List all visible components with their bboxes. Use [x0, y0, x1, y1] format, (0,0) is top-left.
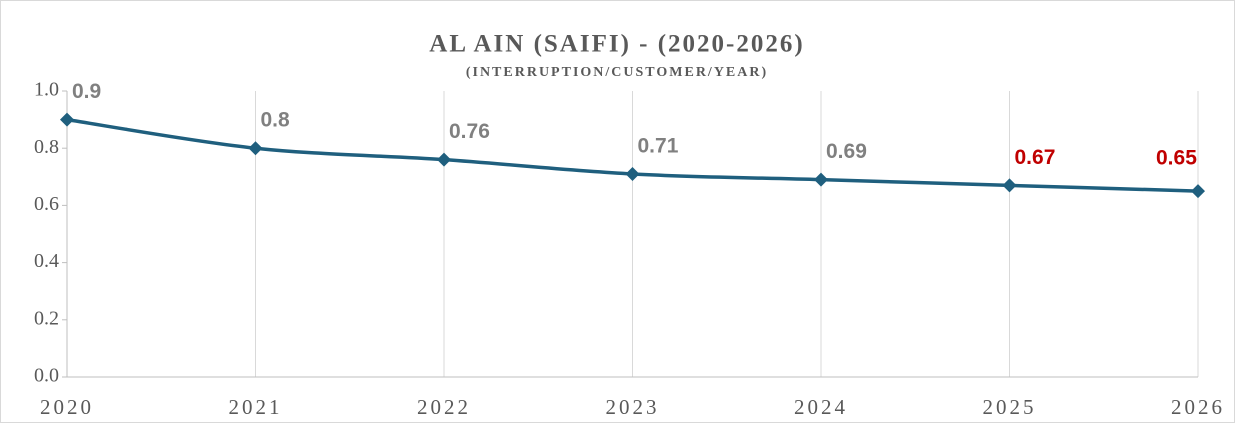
x-tick-label: 2021 [229, 395, 283, 419]
data-label: 0.9 [72, 80, 101, 103]
data-label: 0.67 [1015, 146, 1056, 169]
marker [248, 141, 263, 156]
x-tick-label: 2024 [794, 395, 848, 419]
x-tick-label: 2023 [606, 395, 660, 419]
y-tick-label: 0.8 [34, 136, 59, 158]
marker [814, 172, 828, 187]
chart-subtitle: (INTERRUPTION/CUSTOMER/YEAR) [466, 65, 768, 80]
y-tick-label: 1.0 [34, 79, 59, 101]
marker [60, 112, 74, 127]
x-tick-label: 2025 [983, 395, 1037, 419]
chart-title: AL AIN (SAIFI) - (2020-2026) [429, 31, 804, 58]
data-label: 0.69 [826, 140, 867, 163]
x-tick-label: 2022 [417, 395, 471, 419]
marker [625, 166, 640, 181]
marker [437, 152, 451, 167]
y-tick-label: 0.6 [34, 193, 59, 215]
marker [1002, 178, 1017, 193]
x-tick-label: 2026 [1171, 395, 1225, 419]
data-label: 0.76 [449, 120, 490, 143]
x-tick-label: 2020 [40, 395, 94, 419]
marker [1191, 184, 1205, 199]
data-label: 0.71 [638, 134, 679, 157]
y-tick-label: 0.0 [34, 365, 59, 387]
data-label: 0.65 [1156, 147, 1197, 170]
y-tick-label: 0.4 [34, 250, 59, 272]
y-tick-label: 0.2 [34, 307, 59, 329]
data-label: 0.8 [261, 109, 291, 132]
